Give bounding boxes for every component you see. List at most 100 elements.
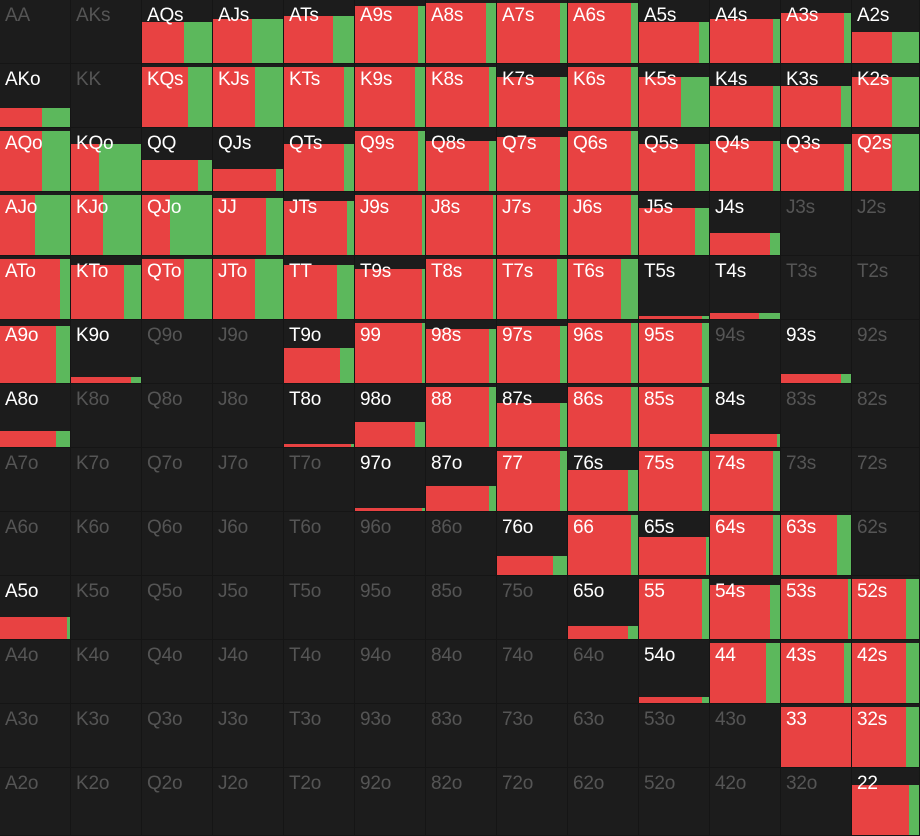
hand-cell[interactable]: KTs (284, 64, 355, 128)
hand-cell[interactable]: A6o (0, 512, 71, 576)
hand-cell[interactable]: T7s (497, 256, 568, 320)
hand-cell[interactable]: 96o (355, 512, 426, 576)
hand-cell[interactable]: A5s (639, 0, 710, 64)
hand-cell[interactable]: 43s (781, 640, 852, 704)
hand-cell[interactable]: K4o (71, 640, 142, 704)
hand-cell[interactable]: KJs (213, 64, 284, 128)
hand-cell[interactable]: 53s (781, 576, 852, 640)
hand-cell[interactable]: T8o (284, 384, 355, 448)
hand-cell[interactable]: T7o (284, 448, 355, 512)
hand-cell[interactable]: A7s (497, 0, 568, 64)
hand-cell[interactable]: QJo (142, 192, 213, 256)
hand-cell[interactable]: 97s (497, 320, 568, 384)
hand-cell[interactable]: 98o (355, 384, 426, 448)
hand-cell[interactable]: J2o (213, 768, 284, 836)
hand-cell[interactable]: J6s (568, 192, 639, 256)
hand-cell[interactable]: Q5o (142, 576, 213, 640)
hand-cell[interactable]: 52s (852, 576, 920, 640)
hand-cell[interactable]: Q2o (142, 768, 213, 836)
hand-cell[interactable]: 53o (639, 704, 710, 768)
hand-cell[interactable]: K9s (355, 64, 426, 128)
hand-cell[interactable]: K3s (781, 64, 852, 128)
hand-cell[interactable]: A9s (355, 0, 426, 64)
hand-cell[interactable]: 54o (639, 640, 710, 704)
hand-cell[interactable]: JJ (213, 192, 284, 256)
hand-cell[interactable]: T3s (781, 256, 852, 320)
hand-cell[interactable]: 99 (355, 320, 426, 384)
hand-cell[interactable]: 33 (781, 704, 852, 768)
hand-cell[interactable]: A9o (0, 320, 71, 384)
hand-cell[interactable]: K9o (71, 320, 142, 384)
hand-cell[interactable]: 74o (497, 640, 568, 704)
hand-cell[interactable]: ATs (284, 0, 355, 64)
hand-cell[interactable]: T6s (568, 256, 639, 320)
hand-cell[interactable]: 92s (852, 320, 920, 384)
hand-cell[interactable]: 72o (497, 768, 568, 836)
hand-cell[interactable]: J9s (355, 192, 426, 256)
hand-cell[interactable]: Q4s (710, 128, 781, 192)
hand-cell[interactable]: 63s (781, 512, 852, 576)
hand-cell[interactable]: 84o (426, 640, 497, 704)
hand-cell[interactable]: 95o (355, 576, 426, 640)
hand-cell[interactable]: 62o (568, 768, 639, 836)
hand-cell[interactable]: 73o (497, 704, 568, 768)
hand-cell[interactable]: 96s (568, 320, 639, 384)
hand-cell[interactable]: Q6o (142, 512, 213, 576)
hand-cell[interactable]: KTo (71, 256, 142, 320)
hand-cell[interactable]: A6s (568, 0, 639, 64)
hand-cell[interactable]: 64s (710, 512, 781, 576)
hand-cell[interactable]: K3o (71, 704, 142, 768)
hand-cell[interactable]: K2s (852, 64, 920, 128)
hand-cell[interactable]: AQo (0, 128, 71, 192)
hand-cell[interactable]: 94s (710, 320, 781, 384)
hand-cell[interactable]: A7o (0, 448, 71, 512)
hand-cell[interactable]: 42s (852, 640, 920, 704)
hand-cell[interactable]: 63o (568, 704, 639, 768)
hand-cell[interactable]: J4s (710, 192, 781, 256)
hand-cell[interactable]: 72s (852, 448, 920, 512)
hand-cell[interactable]: 54s (710, 576, 781, 640)
hand-cell[interactable]: A2o (0, 768, 71, 836)
hand-cell[interactable]: J9o (213, 320, 284, 384)
hand-cell[interactable]: A2s (852, 0, 920, 64)
hand-cell[interactable]: AQs (142, 0, 213, 64)
hand-cell[interactable]: 75s (639, 448, 710, 512)
hand-cell[interactable]: AKo (0, 64, 71, 128)
hand-cell[interactable]: J3o (213, 704, 284, 768)
hand-cell[interactable]: K6s (568, 64, 639, 128)
hand-cell[interactable]: J7o (213, 448, 284, 512)
hand-cell[interactable]: A4s (710, 0, 781, 64)
hand-cell[interactable]: Q9o (142, 320, 213, 384)
hand-cell[interactable]: T9o (284, 320, 355, 384)
hand-cell[interactable]: K5o (71, 576, 142, 640)
hand-cell[interactable]: 87o (426, 448, 497, 512)
hand-cell[interactable]: 77 (497, 448, 568, 512)
hand-cell[interactable]: T9s (355, 256, 426, 320)
hand-cell[interactable]: Q5s (639, 128, 710, 192)
hand-cell[interactable]: KJo (71, 192, 142, 256)
hand-cell[interactable]: Q7o (142, 448, 213, 512)
hand-cell[interactable]: 93o (355, 704, 426, 768)
hand-cell[interactable]: J4o (213, 640, 284, 704)
hand-cell[interactable]: 32o (781, 768, 852, 836)
hand-cell[interactable]: K8o (71, 384, 142, 448)
hand-cell[interactable]: Q6s (568, 128, 639, 192)
hand-cell[interactable]: KK (71, 64, 142, 128)
hand-cell[interactable]: T2s (852, 256, 920, 320)
hand-cell[interactable]: 84s (710, 384, 781, 448)
hand-cell[interactable]: 73s (781, 448, 852, 512)
hand-cell[interactable]: 43o (710, 704, 781, 768)
hand-cell[interactable]: A3s (781, 0, 852, 64)
hand-cell[interactable]: K6o (71, 512, 142, 576)
hand-cell[interactable]: 83o (426, 704, 497, 768)
hand-cell[interactable]: T6o (284, 512, 355, 576)
hand-cell[interactable]: Q7s (497, 128, 568, 192)
hand-cell[interactable]: 93s (781, 320, 852, 384)
hand-cell[interactable]: K8s (426, 64, 497, 128)
hand-cell[interactable]: T3o (284, 704, 355, 768)
hand-cell[interactable]: T2o (284, 768, 355, 836)
hand-cell[interactable]: 66 (568, 512, 639, 576)
hand-cell[interactable]: J5o (213, 576, 284, 640)
hand-cell[interactable]: A8o (0, 384, 71, 448)
hand-cell[interactable]: 52o (639, 768, 710, 836)
